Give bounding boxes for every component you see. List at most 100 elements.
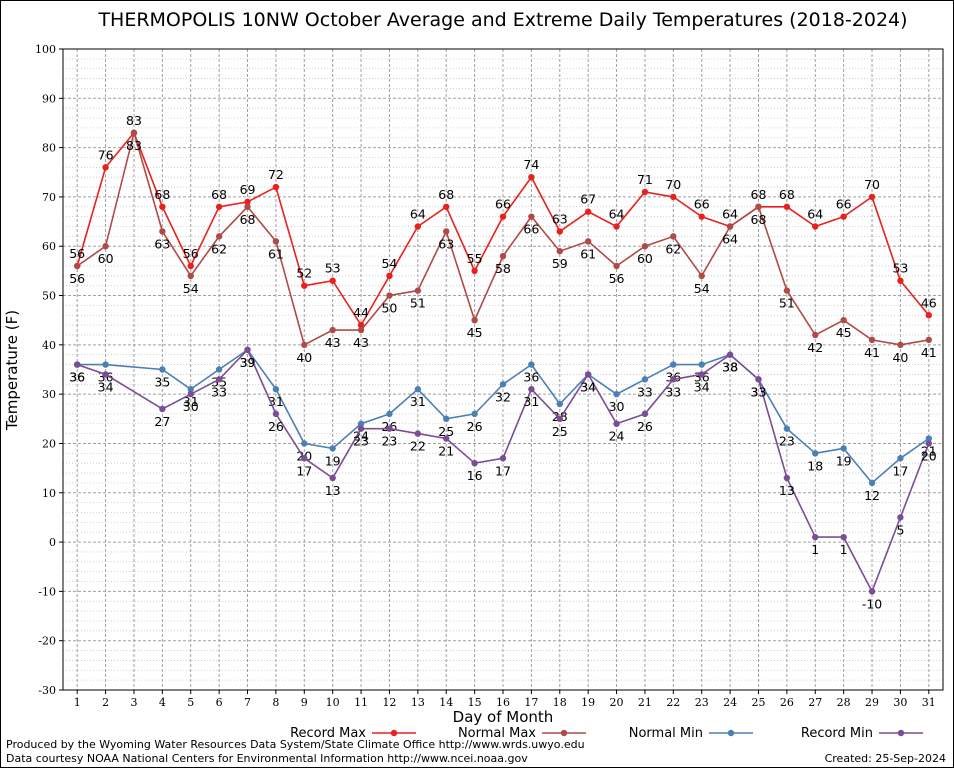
normal-min-data-label: 19 <box>325 453 341 468</box>
normal-max-point <box>528 213 535 220</box>
normal-max-point <box>414 287 422 294</box>
record-max-point <box>301 282 308 289</box>
record-max-data-label: 70 <box>864 177 880 192</box>
record-max-data-label: 55 <box>467 251 483 266</box>
normal-max-point <box>726 223 734 230</box>
x-tick-label: 3 <box>130 696 137 709</box>
legend-marker-record-max <box>390 729 398 737</box>
normal-min-point <box>443 415 450 423</box>
normal-max-data-label: 66 <box>523 222 539 237</box>
normal-max-data-label: 60 <box>98 251 114 266</box>
normal-min-point <box>386 410 393 418</box>
record-min-data-label: 25 <box>552 424 568 439</box>
x-tick-label: 18 <box>553 696 567 709</box>
normal-min-data-label: 18 <box>807 458 823 473</box>
normal-max-data-label: 50 <box>381 301 397 316</box>
record-min-data-label: 20 <box>921 448 937 463</box>
record-min-point <box>102 371 109 378</box>
y-tick-label: 10 <box>42 487 56 500</box>
normal-max-point <box>641 243 649 250</box>
record-max-data-label: 64 <box>410 207 426 222</box>
record-min-point <box>244 346 251 353</box>
normal-max-point <box>755 203 762 210</box>
normal-max-data-label: 62 <box>665 241 681 256</box>
record-max-data-label: 68 <box>154 187 170 202</box>
record-min-point <box>471 459 478 467</box>
record-max-point <box>641 188 649 196</box>
record-min-data-label: 30 <box>183 399 199 414</box>
record-max-data-label: 68 <box>211 187 227 202</box>
normal-min-data-label: 23 <box>779 434 795 449</box>
record-min-point <box>726 351 734 358</box>
record-min-point <box>386 425 393 432</box>
normal-max-point <box>840 316 847 324</box>
normal-max-data-label: 61 <box>268 246 284 261</box>
x-tick-label: 12 <box>382 696 396 709</box>
legend-marker-normal-max <box>560 729 568 737</box>
normal-max-data-label: 54 <box>694 281 710 296</box>
record-max-point <box>840 213 847 220</box>
record-min-point <box>556 415 563 423</box>
x-tick-label: 8 <box>272 696 279 709</box>
x-tick-label: 19 <box>581 696 595 709</box>
record-min-data-label: 1 <box>840 542 848 557</box>
x-tick-label: 7 <box>244 696 251 709</box>
record-min-point <box>868 588 876 595</box>
normal-max-point <box>812 331 819 339</box>
record-max-data-label: 64 <box>807 207 823 222</box>
normal-max-data-label: 45 <box>836 325 852 340</box>
y-tick-label: 80 <box>42 142 56 155</box>
normal-min-data-label: 31 <box>183 394 199 409</box>
record-min-point <box>670 376 677 383</box>
normal-max-point <box>868 336 876 344</box>
record-min-point <box>840 533 847 541</box>
legend-label-record-max: Record Max <box>290 726 366 741</box>
normal-max-data-label: 43 <box>325 335 341 350</box>
grid <box>63 48 943 691</box>
x-tick-label: 31 <box>922 696 936 709</box>
normal-max-point <box>499 252 507 260</box>
normal-min-point <box>783 425 791 432</box>
record-min-point <box>357 425 365 432</box>
normal-max-data-label: 63 <box>438 236 454 251</box>
legend-marker-normal-min <box>727 729 735 737</box>
record-max-point <box>386 272 393 280</box>
y-tick-label: 50 <box>42 290 56 303</box>
record-max-data-label: 68 <box>751 187 767 202</box>
legend-label-record-min: Record Min <box>801 726 873 741</box>
normal-max-data-label: 60 <box>637 251 653 266</box>
record-max-point <box>698 213 705 220</box>
record-max-point <box>897 277 904 284</box>
y-tick-label: 40 <box>42 339 56 352</box>
normal-min-data-label: 36 <box>523 370 539 385</box>
normal-min-point <box>840 445 847 452</box>
normal-max-data-label: 40 <box>296 350 312 365</box>
normal-max-point <box>613 262 620 270</box>
record-max-data-label: 83 <box>126 113 142 128</box>
record-max-data-label: 72 <box>268 167 284 182</box>
record-max-data-label: 70 <box>665 177 681 192</box>
record-max-point <box>272 183 280 191</box>
normal-max-data-label: 41 <box>921 345 937 360</box>
chart-title: THERMOPOLIS 10NW October Average and Ext… <box>97 9 907 31</box>
record-max-data-label: 66 <box>495 197 511 212</box>
normal-max-point <box>130 129 138 137</box>
record-max-data-label: 66 <box>836 197 852 212</box>
record-max-point <box>868 193 876 201</box>
record-min-point <box>641 410 649 418</box>
normal-min-point <box>357 420 365 427</box>
normal-min-point <box>698 361 705 368</box>
normal-min-point <box>499 381 507 388</box>
record-min-data-label: 36 <box>69 370 85 385</box>
y-tick-label: 0 <box>49 536 56 549</box>
record-min-point <box>73 361 81 368</box>
normal-min-point <box>528 361 535 368</box>
record-min-point <box>755 376 762 383</box>
record-min-point <box>187 390 194 398</box>
x-tick-label: 6 <box>216 696 223 709</box>
normal-min-point <box>102 361 109 368</box>
x-tick-label: 4 <box>159 696 166 709</box>
y-tick-label: 70 <box>42 191 56 204</box>
normal-min-point <box>670 361 677 368</box>
normal-min-data-label: 26 <box>467 419 483 434</box>
